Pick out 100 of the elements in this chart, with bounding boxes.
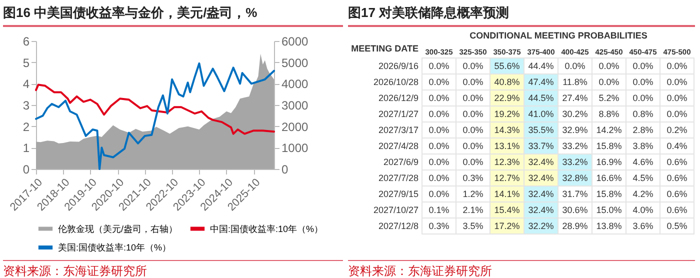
data-label: 3.6% xyxy=(632,221,654,231)
data-label: 0.4% xyxy=(666,141,688,151)
x-axis-title: CONDITIONAL MEETING PROBABILITIES xyxy=(470,30,648,40)
y-tick-label: 2027/9/15 xyxy=(378,189,418,199)
y2-tick-label: 3000 xyxy=(282,98,309,112)
data-label: 0.0% xyxy=(598,61,620,71)
data-label: 32.2% xyxy=(528,221,554,231)
data-label: 40.8% xyxy=(494,77,520,87)
data-label: 0.5% xyxy=(666,221,688,231)
data-label: 55.6% xyxy=(494,61,520,71)
data-label: 33.2% xyxy=(562,141,588,151)
data-label: 33.2% xyxy=(562,157,588,167)
y-tick-label: 2 xyxy=(22,120,30,134)
data-label: 0.0% xyxy=(462,157,484,167)
data-label: 0.0% xyxy=(632,61,654,71)
data-label: 0.3% xyxy=(462,173,484,183)
data-label: 0.0% xyxy=(666,93,688,103)
data-label: 4.5% xyxy=(632,173,654,183)
data-label: 0.0% xyxy=(428,173,450,183)
data-label: 0.0% xyxy=(462,125,484,135)
y-axis-title: MEETING DATE xyxy=(351,44,418,54)
data-label: 0.0% xyxy=(462,93,484,103)
data-label: 35.5% xyxy=(528,125,554,135)
data-label: 32.4% xyxy=(528,189,554,199)
data-label: 14.2% xyxy=(596,125,622,135)
data-label: 4.2% xyxy=(632,189,654,199)
data-label: 15.8% xyxy=(596,189,622,199)
data-label: 0.0% xyxy=(564,61,586,71)
data-label: 0.0% xyxy=(632,77,654,87)
data-label: 17.2% xyxy=(494,221,520,231)
y-tick-label: 2027/4/28 xyxy=(378,141,418,151)
data-label: 33.7% xyxy=(528,141,554,151)
y-tick-label: 2027/6/9 xyxy=(383,157,418,167)
text: 资料来源：东海证券研究所 xyxy=(348,260,695,278)
y-tick-label: 2027/10/27 xyxy=(373,205,418,215)
data-label: 22.9% xyxy=(494,93,520,103)
data-label: 13.1% xyxy=(494,141,520,151)
y-tick-label: 2027/3/17 xyxy=(378,125,418,135)
data-label: 15.8% xyxy=(596,141,622,151)
y-tick-label: 6 xyxy=(22,34,30,48)
data-label: 2.8% xyxy=(632,125,654,135)
data-label: 0.0% xyxy=(462,77,484,87)
data-label: 28.9% xyxy=(562,221,588,231)
data-label: 41.0% xyxy=(528,109,554,119)
data-label: 31.7% xyxy=(562,189,588,199)
data-label: 0.0% xyxy=(462,141,484,151)
data-label: 12.7% xyxy=(494,173,520,183)
y-tick-label: 2027/12/8 xyxy=(378,221,418,231)
chart-title: 图17 对美联储降息概率预测 xyxy=(348,2,695,27)
y-tick-label: 0 xyxy=(22,162,30,176)
data-label: 14.1% xyxy=(494,189,520,199)
data-label: 3.8% xyxy=(632,141,654,151)
data-label: 0.0% xyxy=(428,125,450,135)
data-label: 8.8% xyxy=(598,109,620,119)
data-label: 47.4% xyxy=(528,77,554,87)
data-label: 0.0% xyxy=(666,109,688,119)
data-label: 0.0% xyxy=(632,93,654,103)
data-label: 4.0% xyxy=(632,205,654,215)
data-label: 32.4% xyxy=(528,205,554,215)
y2-tick-label: 2000 xyxy=(282,120,309,134)
y-tick-label: 1 xyxy=(22,141,30,156)
data-label: 0.8% xyxy=(632,109,654,119)
data-label: 15.0% xyxy=(596,205,622,215)
y-tick-label: 2027/1/27 xyxy=(378,109,418,119)
data-label: 4.6% xyxy=(632,157,654,167)
data-label: 0.0% xyxy=(462,61,484,71)
data-label: 0.1% xyxy=(428,205,450,215)
data-label: 1.2% xyxy=(462,189,484,199)
data-label: 0.0% xyxy=(428,189,450,199)
legend-label: 美国:国债收益率:10年（%） xyxy=(58,242,172,252)
data-label: 30.6% xyxy=(562,205,588,215)
data-label: 0.0% xyxy=(462,109,484,119)
y-tick-label: 2027/7/28 xyxy=(378,173,418,183)
data-label: 14.3% xyxy=(494,125,520,135)
legend-label: 中国:国债收益率:10年（%） xyxy=(210,224,324,234)
text: 资料来源：东海证券研究所 xyxy=(3,260,343,278)
data-label: 44.5% xyxy=(528,93,554,103)
data-label: 30.2% xyxy=(562,109,588,119)
data-label: 0.2% xyxy=(666,125,688,135)
y2-tick-label: 5000 xyxy=(282,56,309,70)
y-tick-label: 5 xyxy=(22,56,30,70)
y2-tick-label: 1000 xyxy=(282,141,309,156)
data-label: 0.0% xyxy=(428,93,450,103)
y-tick-label: 2026/12/9 xyxy=(378,93,418,103)
line-series xyxy=(35,84,275,135)
data-label: 32.9% xyxy=(562,125,588,135)
data-label: 13.8% xyxy=(596,221,622,231)
data-label: 0.0% xyxy=(666,77,688,87)
data-label: 27.4% xyxy=(562,93,588,103)
data-label: 0.0% xyxy=(428,109,450,119)
y-tick-label: 3 xyxy=(22,98,30,112)
data-label: 44.4% xyxy=(528,61,554,71)
data-label: 0.0% xyxy=(598,77,620,87)
data-label: 0.0% xyxy=(428,141,450,151)
data-label: 15.4% xyxy=(494,205,520,215)
data-label: 0.6% xyxy=(666,205,688,215)
data-label: 32.4% xyxy=(528,173,554,183)
data-label: 0.0% xyxy=(428,157,450,167)
y2-tick-label: 4000 xyxy=(282,77,309,92)
data-label: 19.2% xyxy=(494,109,520,119)
